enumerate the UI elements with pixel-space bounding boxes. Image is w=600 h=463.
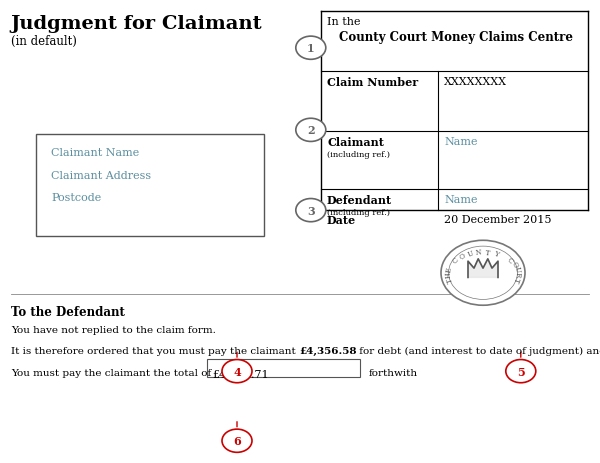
Text: (including ref.): (including ref.) — [327, 208, 390, 216]
Text: T: T — [512, 276, 521, 283]
FancyBboxPatch shape — [207, 359, 360, 377]
Circle shape — [222, 429, 252, 452]
Text: Y: Y — [492, 249, 500, 258]
Text: Date: Date — [327, 214, 356, 225]
Text: Claimant: Claimant — [327, 137, 384, 148]
Circle shape — [296, 199, 326, 222]
Text: 2: 2 — [307, 125, 314, 136]
Circle shape — [296, 119, 326, 142]
Text: N: N — [475, 248, 482, 257]
Text: O: O — [509, 260, 520, 269]
Text: £4,561.71: £4,561.71 — [212, 368, 268, 378]
Text: for debt (and interest to date of judgment) and: for debt (and interest to date of judgme… — [356, 346, 600, 355]
Text: 20 December 2015: 20 December 2015 — [444, 214, 551, 225]
Text: Claimant Name: Claimant Name — [51, 148, 139, 158]
Polygon shape — [468, 259, 498, 278]
Text: Claimant Address: Claimant Address — [51, 170, 151, 181]
Text: Claim Number: Claim Number — [327, 76, 418, 88]
Text: Defendant: Defendant — [327, 194, 392, 206]
Text: 6: 6 — [233, 435, 241, 446]
Text: Judgment for Claimant: Judgment for Claimant — [11, 15, 262, 33]
Text: Name: Name — [444, 194, 478, 205]
Text: In the: In the — [327, 17, 361, 27]
Text: U: U — [513, 266, 522, 273]
Text: H: H — [444, 271, 452, 278]
Text: O: O — [458, 251, 467, 261]
Text: T: T — [485, 248, 490, 257]
Text: T: T — [445, 276, 454, 283]
Text: 1: 1 — [307, 43, 314, 54]
Text: forthwith: forthwith — [369, 368, 418, 377]
Text: County Court Money Claims Centre: County Court Money Claims Centre — [339, 31, 573, 44]
Circle shape — [441, 241, 525, 306]
Text: 3: 3 — [307, 205, 314, 216]
Text: You must pay the claimant the total of: You must pay the claimant the total of — [11, 368, 211, 377]
Text: Postcode: Postcode — [51, 193, 101, 203]
Text: You have not replied to the claim form.: You have not replied to the claim form. — [11, 325, 215, 334]
Text: To the Defendant: To the Defendant — [11, 306, 125, 319]
Circle shape — [222, 360, 252, 383]
FancyBboxPatch shape — [36, 134, 264, 236]
Text: R: R — [514, 272, 522, 277]
Text: (including ref.): (including ref.) — [327, 150, 390, 158]
Text: 5: 5 — [517, 366, 524, 377]
Text: E: E — [445, 266, 453, 272]
Text: C: C — [505, 256, 515, 264]
Text: £4,356.58: £4,356.58 — [299, 346, 356, 355]
Text: (in default): (in default) — [11, 35, 77, 48]
Text: C: C — [451, 256, 461, 264]
Text: Name: Name — [444, 137, 478, 147]
Text: U: U — [466, 249, 475, 259]
Circle shape — [506, 360, 536, 383]
Circle shape — [296, 37, 326, 60]
Text: 4: 4 — [233, 366, 241, 377]
Text: XXXXXXXX: XXXXXXXX — [444, 76, 507, 87]
Text: It is therefore ordered that you must pay the claimant: It is therefore ordered that you must pa… — [11, 346, 299, 355]
